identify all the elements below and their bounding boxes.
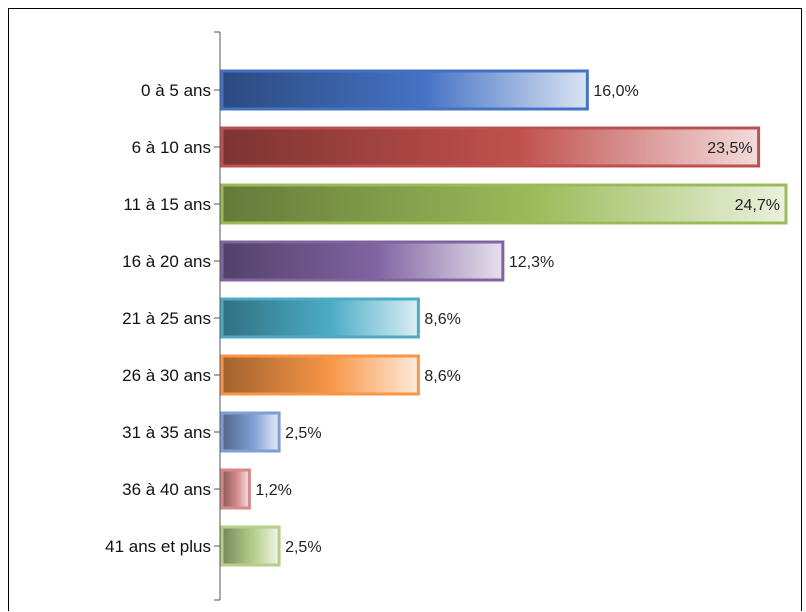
value-label: 2,5% bbox=[285, 539, 321, 556]
bar-4 bbox=[220, 240, 505, 282]
bar-2 bbox=[220, 126, 761, 168]
value-label: 2,5% bbox=[285, 425, 321, 442]
bar-6 bbox=[220, 354, 420, 396]
value-label: 8,6% bbox=[424, 368, 460, 385]
bar-8 bbox=[220, 468, 251, 510]
category-label: 26 à 30 ans bbox=[122, 366, 211, 385]
bar-7 bbox=[220, 411, 281, 453]
bar-9 bbox=[220, 525, 281, 567]
labels: 0 à 5 ans 16,0% 6 à 10 ans 23,5% 11 à 15 ans… bbox=[105, 81, 780, 556]
category-label: 31 à 35 ans bbox=[122, 423, 211, 442]
category-label: 21 à 25 ans bbox=[122, 309, 211, 328]
bars bbox=[220, 69, 788, 567]
bar-1 bbox=[220, 69, 589, 111]
value-label: 24,7% bbox=[735, 197, 780, 214]
category-label: 11 à 15 ans bbox=[123, 195, 211, 214]
category-label: 0 à 5 ans bbox=[141, 81, 211, 100]
category-label: 41 ans et plus bbox=[105, 537, 211, 556]
value-label: 12,3% bbox=[509, 254, 554, 271]
category-label: 16 à 20 ans bbox=[122, 252, 211, 271]
category-label: 36 à 40 ans bbox=[122, 480, 211, 499]
value-label: 1,2% bbox=[255, 482, 291, 499]
category-label: 6 à 10 ans bbox=[132, 138, 211, 157]
y-axis bbox=[214, 31, 221, 601]
bar-3 bbox=[220, 183, 788, 225]
value-label: 8,6% bbox=[424, 311, 460, 328]
value-label: 23,5% bbox=[707, 140, 752, 157]
bar-5 bbox=[220, 297, 420, 339]
value-label: 16,0% bbox=[593, 83, 638, 100]
